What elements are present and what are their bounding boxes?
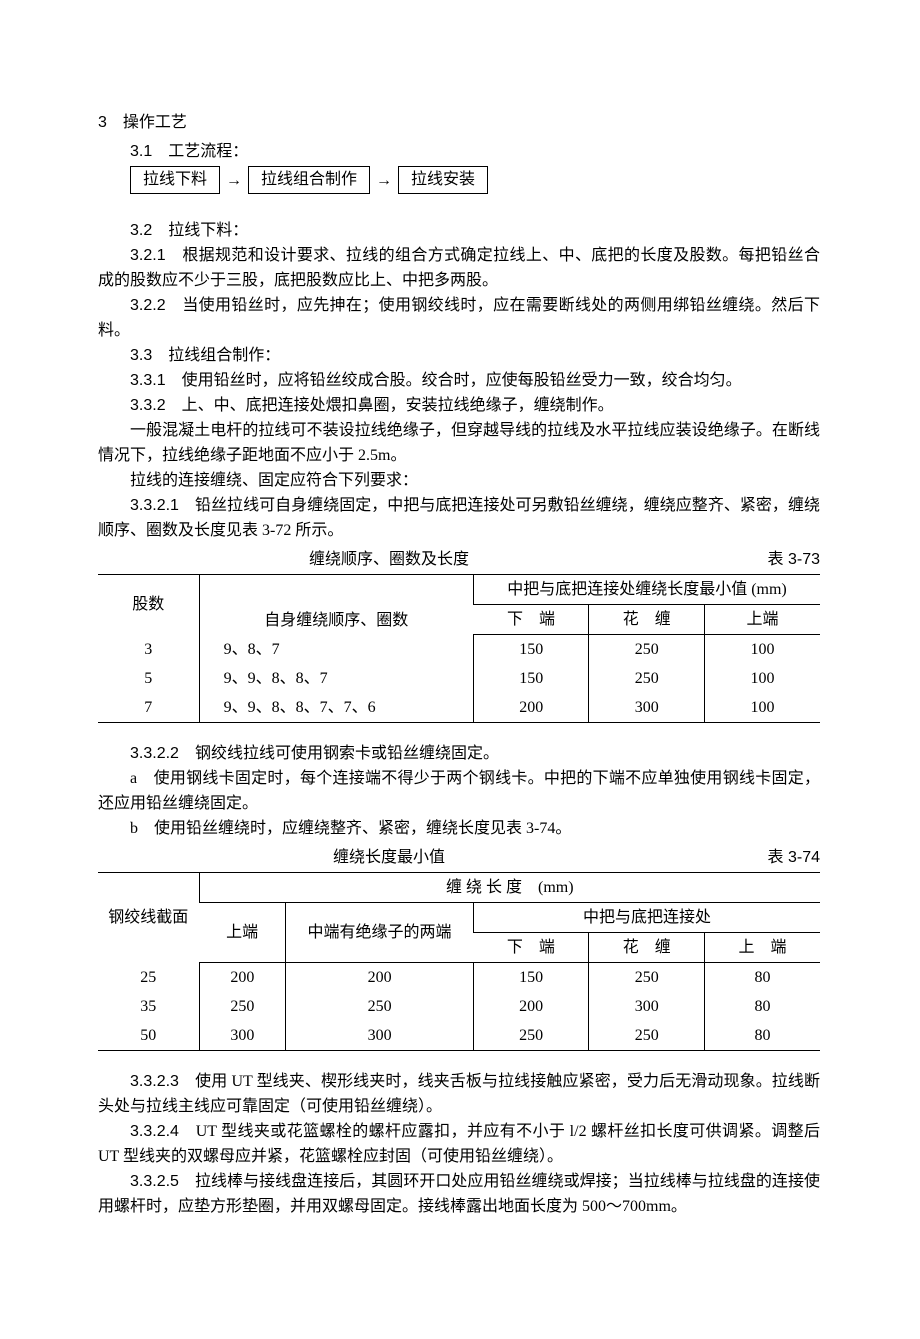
t73-cell: 200 — [473, 693, 589, 723]
t73-cell: 9、8、7 — [199, 635, 473, 665]
table-3-73-ref: 表 3-73 — [680, 547, 820, 572]
t73-cell: 100 — [704, 693, 820, 723]
t73-h5: 上端 — [704, 605, 820, 635]
table-3-74-title: 缠绕长度最小值 — [98, 845, 680, 870]
table-3-74-ref: 表 3-74 — [680, 845, 820, 870]
arrow-icon: → — [226, 168, 242, 193]
t73-cell: 150 — [473, 664, 589, 693]
para-3-3-2-1: 3.3.2.1 铅丝拉线可自身缠绕固定，中把与底把连接处可另敷铅丝缠绕，缠绕应整… — [98, 493, 820, 543]
table-3-73-title-row: 缠绕顺序、圈数及长度 表 3-73 — [98, 547, 820, 572]
t73-cell: 100 — [704, 664, 820, 693]
t74-h3: 中端有绝缘子的两端 — [286, 903, 474, 963]
para-3-3-2: 3.3.2 上、中、底把连接处煨扣鼻圈，安装拉线绝缘子，缠绕制作。 — [98, 393, 820, 418]
t74-cell: 80 — [704, 992, 820, 1021]
para-3-3-1: 3.3.1 使用铅丝时，应将铅丝绞成合股。绞合时，应使每股铅丝受力一致，绞合均匀… — [98, 368, 820, 393]
para-3-3-2-3: 3.3.2.3 使用 UT 型线夹、楔形线夹时，线夹舌板与拉线接触应紧密，受力后… — [98, 1069, 820, 1119]
para-3-2-1: 3.2.1 根据规范和设计要求、拉线的组合方式确定拉线上、中、底把的长度及股数。… — [98, 243, 820, 293]
t73-cell: 250 — [589, 635, 705, 665]
heading-3: 3 操作工艺 — [98, 110, 820, 135]
t74-h3g: 中把与底把连接处 — [473, 903, 820, 933]
t74-cell: 250 — [473, 1021, 589, 1051]
para-3-2-2: 3.2.2 当使用铅丝时，应先抻在；使用钢绞线时，应在需要断线处的两侧用绑铅丝缠… — [98, 293, 820, 343]
t74-h2: 上端 — [199, 903, 286, 963]
t73-h2g: 中把与底把连接处缠绕长度最小值 (mm) — [473, 575, 820, 605]
flow-step-1: 拉线下料 — [130, 166, 220, 194]
flow-step-2: 拉线组合制作 — [248, 166, 370, 194]
table-3-74: 钢绞线截面 缠 绕 长 度 (mm) 上端 中端有绝缘子的两端 中把与底把连接处… — [98, 872, 820, 1051]
t74-cell: 50 — [98, 1021, 199, 1051]
t74-cell: 250 — [589, 1021, 705, 1051]
t74-cell: 25 — [98, 963, 199, 993]
flow-step-3: 拉线安装 — [398, 166, 488, 194]
t73-h1: 股数 — [98, 575, 199, 635]
para-3-3-2-5: 3.3.2.5 拉线棒与接线盘连接后，其圆环开口处应用铅丝缠绕或焊接；当拉线棒与… — [98, 1169, 820, 1219]
t73-h2: 自身缠绕顺序、圈数 — [199, 575, 473, 635]
t74-h4: 下 端 — [473, 933, 589, 963]
para-3-3-2-4: 3.3.2.4 UT 型线夹或花篮螺栓的螺杆应露扣，并应有不小于 l/2 螺杆丝… — [98, 1119, 820, 1169]
t73-cell: 150 — [473, 635, 589, 665]
t74-h5: 花 缠 — [589, 933, 705, 963]
arrow-icon: → — [376, 168, 392, 193]
t73-h3: 下 端 — [473, 605, 589, 635]
t74-h1: 钢绞线截面 — [98, 873, 199, 963]
para-3-3-2-2: 3.3.2.2 钢绞线拉线可使用钢索卡或铅丝缠绕固定。 — [98, 741, 820, 766]
t74-cell: 80 — [704, 963, 820, 993]
t74-h6: 上 端 — [704, 933, 820, 963]
t73-cell: 250 — [589, 664, 705, 693]
t73-h4: 花 缠 — [589, 605, 705, 635]
t74-cell: 300 — [199, 1021, 286, 1051]
t73-cell: 3 — [98, 635, 199, 665]
process-flow: 拉线下料 → 拉线组合制作 → 拉线安装 — [130, 166, 820, 194]
para-b: b 使用铅丝缠绕时，应缠绕整齐、紧密，缠绕长度见表 3-74。 — [98, 816, 820, 841]
t74-hg: 缠 绕 长 度 (mm) — [199, 873, 820, 903]
heading-3-3: 3.3 拉线组合制作： — [98, 343, 820, 368]
t73-cell: 9、9、8、8、7、7、6 — [199, 693, 473, 723]
t74-cell: 250 — [199, 992, 286, 1021]
t73-cell: 100 — [704, 635, 820, 665]
t73-cell: 300 — [589, 693, 705, 723]
t74-cell: 250 — [286, 992, 474, 1021]
table-3-74-title-row: 缠绕长度最小值 表 3-74 — [98, 845, 820, 870]
t73-cell: 9、9、8、8、7 — [199, 664, 473, 693]
table-3-73-title: 缠绕顺序、圈数及长度 — [98, 547, 680, 572]
t74-cell: 35 — [98, 992, 199, 1021]
t74-cell: 300 — [286, 1021, 474, 1051]
t74-cell: 200 — [199, 963, 286, 993]
para-insulator-1: 一般混凝土电杆的拉线可不装设拉线绝缘子，但穿越导线的拉线及水平拉线应装设绝缘子。… — [98, 418, 820, 468]
t73-cell: 5 — [98, 664, 199, 693]
t74-cell: 250 — [589, 963, 705, 993]
document-page: 3 操作工艺 3.1 工艺流程： 拉线下料 → 拉线组合制作 → 拉线安装 3.… — [0, 0, 920, 1339]
t74-cell: 200 — [286, 963, 474, 993]
heading-3-1: 3.1 工艺流程： — [98, 139, 820, 164]
para-a: a 使用钢线卡固定时，每个连接端不得少于两个钢线卡。中把的下端不应单独使用钢线卡… — [98, 766, 820, 816]
t73-cell: 7 — [98, 693, 199, 723]
t74-cell: 300 — [589, 992, 705, 1021]
table-3-73: 股数 自身缠绕顺序、圈数 中把与底把连接处缠绕长度最小值 (mm) 下 端 花 … — [98, 574, 820, 723]
t74-cell: 200 — [473, 992, 589, 1021]
t74-cell: 80 — [704, 1021, 820, 1051]
t74-cell: 150 — [473, 963, 589, 993]
para-insulator-2: 拉线的连接缠绕、固定应符合下列要求： — [98, 468, 820, 493]
heading-3-2: 3.2 拉线下料： — [98, 218, 820, 243]
